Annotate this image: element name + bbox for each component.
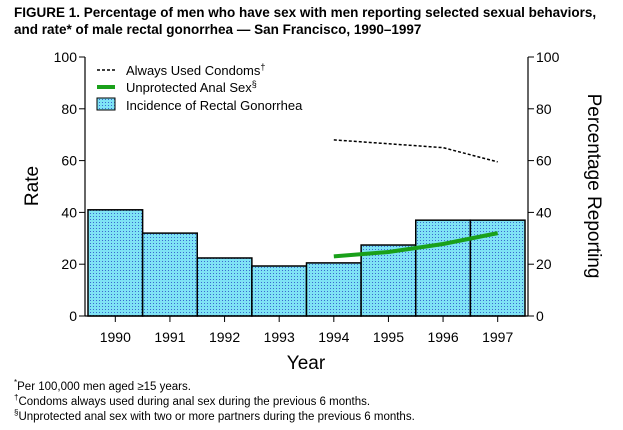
bar-1996	[415, 219, 472, 317]
left-tick-label: 100	[54, 49, 78, 65]
right-tick-label: 20	[536, 256, 552, 272]
right-tick-label: 100	[536, 49, 560, 65]
legend-label: Unprotected Anal Sex§	[126, 79, 257, 95]
legend-label: Always Used Condoms†	[126, 62, 265, 78]
x-tick-label: 1994	[318, 329, 349, 345]
legend-label: Incidence of Rectal Gonorrhea	[126, 98, 303, 113]
left-tick-label: 20	[61, 256, 77, 272]
right-tick-label: 60	[536, 153, 552, 169]
x-tick-label: 1992	[209, 329, 240, 345]
x-tick-label: 1993	[264, 329, 295, 345]
bar-1994	[305, 262, 362, 317]
footnote-2: †Condoms always used during anal sex dur…	[14, 393, 371, 408]
series-line-1	[333, 231, 499, 259]
bar-1990	[87, 209, 144, 317]
footnote-1: *Per 100,000 men aged ≥15 years.	[14, 378, 191, 393]
series-line-0	[333, 139, 498, 163]
figure-title: FIGURE 1. Percentage of men who have sex…	[14, 5, 597, 37]
right-axis-title: Percentage Reporting	[583, 94, 604, 279]
bar-1991	[141, 232, 198, 317]
bar-1993	[251, 265, 308, 317]
x-tick-label: 1997	[482, 329, 513, 345]
x-tick-label: 1991	[154, 329, 185, 345]
right-tick-label: 40	[536, 204, 552, 220]
bar-1995	[360, 244, 417, 317]
legend-swatch-bar	[96, 97, 116, 111]
left-tick-label: 60	[61, 153, 77, 169]
left-tick-label: 0	[69, 308, 77, 324]
x-tick-label: 1995	[373, 329, 404, 345]
left-tick-label: 40	[61, 204, 77, 220]
x-tick-label: 1990	[100, 329, 131, 345]
x-tick-label: 1996	[427, 329, 458, 345]
right-tick-label: 0	[536, 308, 544, 324]
x-axis-title: Year	[287, 353, 326, 374]
bar-1992	[196, 257, 253, 317]
left-axis-title: Rate	[22, 166, 43, 206]
left-tick-label: 80	[61, 101, 77, 117]
right-tick-label: 80	[536, 101, 552, 117]
footnote-3: §Unprotected anal sex with two or more p…	[14, 408, 415, 423]
